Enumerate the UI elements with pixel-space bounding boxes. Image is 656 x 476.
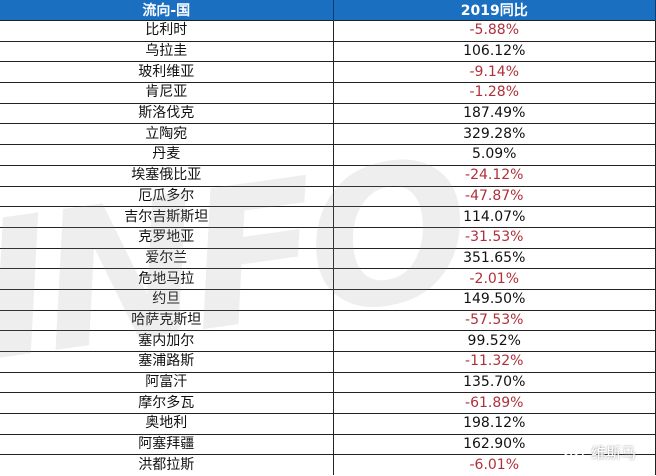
country-cell: 危地马拉 [0,268,334,290]
table-row: 爱尔兰 351.65% [0,247,656,269]
country-cell: 斯洛伐克 [0,102,334,124]
country-cell: 奥地利 [0,413,334,435]
country-cell: 立陶宛 [0,123,334,145]
table-row: 肯尼亚 -1.28% [0,82,656,104]
yoy-cell: 135.70% [333,371,656,393]
header-yoy: 2019同比 [333,0,656,21]
header-row: 流向-国 2019同比 [0,0,656,21]
country-cell: 克罗地亚 [0,226,334,249]
country-cell: 哈萨克斯坦 [0,309,334,331]
yoy-cell: -57.53% [333,309,656,331]
country-cell: 塞浦路斯 [0,351,334,373]
table-row: 斯洛伐克 187.49% [0,102,656,124]
yoy-cell: -31.53% [333,226,656,249]
yoy-cell: -5.88% [333,20,656,42]
country-cell: 约旦 [0,288,334,311]
table-row: 阿塞拜疆 162.90% [0,433,656,455]
country-cell: 阿富汗 [0,371,334,393]
table-row: 立陶宛 329.28% [0,123,656,145]
table-row: 阿富汗 135.70% [0,371,656,393]
table-row: 乌拉圭 106.12% [0,40,656,62]
yoy-cell: -6.01% [333,454,656,476]
yoy-cell: 5.09% [333,144,656,166]
table-row: 危地马拉 -2.01% [0,268,656,290]
yoy-cell: -1.28% [333,82,656,104]
country-cell: 埃塞俄比亚 [0,164,334,186]
brand-name: 维斯马 [590,444,636,462]
yoy-cell: -11.32% [333,351,656,373]
yoy-cell: 187.49% [333,102,656,124]
country-cell: 肯尼亚 [0,82,334,104]
country-cell: 洪都拉斯 [0,454,334,476]
yoy-cell: 329.28% [333,123,656,145]
yoy-cell: 198.12% [333,413,656,435]
yoy-cell: -9.14% [333,61,656,83]
country-cell: 爱尔兰 [0,247,334,269]
table-row: 塞内加尔 99.52% [0,330,656,352]
country-cell: 摩尔多瓦 [0,392,334,414]
table-row: 哈萨克斯坦 -57.53% [0,309,656,331]
country-cell: 厄瓜多尔 [0,185,334,207]
table-row: 比利时 -5.88% [0,20,656,42]
wechat-icon [563,444,584,460]
table-row: 玻利维亚 -9.14% [0,61,656,83]
country-cell: 塞内加尔 [0,330,334,352]
table-row: 奥地利 198.12% [0,413,656,435]
country-cell: 阿塞拜疆 [0,433,334,455]
yoy-cell: 99.52% [333,330,656,352]
country-cell: 丹麦 [0,144,334,166]
table-row: 洪都拉斯 -6.01% [0,454,656,476]
table-row: 吉尔吉斯斯坦 114.07% [0,206,656,228]
table-row: 约旦 149.50% [0,288,656,311]
yoy-cell: 149.50% [333,288,656,311]
table-row: 厄瓜多尔 -47.87% [0,185,656,207]
country-cell: 玻利维亚 [0,61,334,83]
yoy-cell: -47.87% [333,185,656,207]
brand-watermark: 维斯马 [563,442,636,463]
country-cell: 乌拉圭 [0,40,334,62]
table-row: 摩尔多瓦 -61.89% [0,392,656,414]
yoy-cell: -24.12% [333,164,656,186]
country-cell: 比利时 [0,20,334,42]
yoy-cell: -61.89% [333,392,656,414]
yoy-cell: -2.01% [333,268,656,290]
table-row: 埃塞俄比亚 -24.12% [0,164,656,186]
yoy-cell: 351.65% [333,247,656,269]
table-row: 塞浦路斯 -11.32% [0,351,656,373]
yoy-cell: 114.07% [333,206,656,228]
yoy-cell: 106.12% [333,40,656,62]
table-row: 丹麦 5.09% [0,144,656,166]
country-cell: 吉尔吉斯斯坦 [0,206,334,228]
table-row: 克罗地亚 -31.53% [0,226,656,249]
header-country: 流向-国 [0,0,334,21]
